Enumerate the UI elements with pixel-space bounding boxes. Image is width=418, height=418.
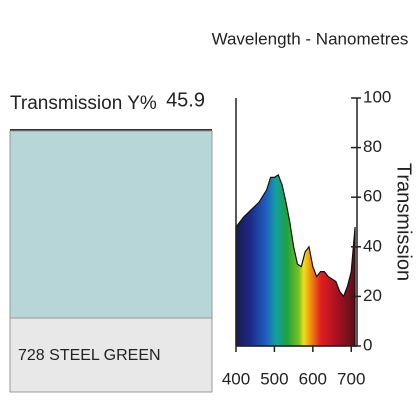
filter-name: 728 STEEL GREEN	[18, 347, 161, 364]
y-tick-label: 0	[363, 335, 372, 354]
y-tick-label: 40	[363, 236, 382, 255]
color-swatch	[9, 130, 213, 319]
y-tick-label: 20	[363, 286, 382, 305]
x-tick-label: 500	[260, 369, 288, 388]
transmission-area	[235, 173, 356, 347]
chart-title: Wavelength - Nanometres	[212, 29, 409, 48]
transmission-value: 45.9	[166, 89, 205, 111]
x-tick-label: 600	[299, 369, 327, 388]
y-tick-label: 80	[363, 137, 382, 156]
y-tick-label: 100	[363, 87, 391, 106]
name-box	[9, 317, 213, 393]
x-tick-label: 400	[222, 369, 250, 388]
y-axis-label: Transmission	[393, 163, 415, 281]
y-tick-label: 60	[363, 187, 382, 206]
x-tick-label: 700	[337, 369, 365, 388]
transmission-label: Transmission Y%	[10, 93, 157, 114]
